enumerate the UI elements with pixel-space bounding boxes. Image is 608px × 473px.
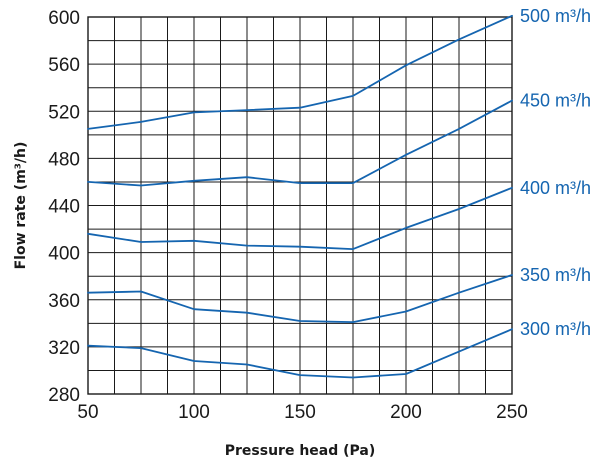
y-tick-label: 480 [48, 149, 80, 170]
x-tick-label: 50 [77, 402, 98, 423]
series-label: 500 m³/h [520, 6, 591, 26]
y-tick-label: 320 [48, 338, 80, 359]
y-tick-label: 600 [48, 8, 80, 29]
y-tick-label: 520 [48, 102, 80, 123]
y-tick-label: 560 [48, 55, 80, 76]
grid [87, 16, 513, 395]
series-line [87, 274, 513, 324]
y-tick-label: 440 [48, 197, 80, 218]
series-line [87, 14, 513, 130]
series-labels: 300 m³/h 350 m³/h 400 m³/h 450 m³/h 500 m³/h [520, 6, 591, 339]
y-tick-label: 360 [48, 291, 80, 312]
y-tick-labels: 280 320 360 400 440 480 520 560 600 [48, 8, 80, 406]
series-lines [87, 14, 513, 379]
series-line [87, 328, 513, 379]
plot-frame [87, 16, 513, 395]
series-label: 300 m³/h [520, 319, 591, 339]
series-label: 350 m³/h [520, 265, 591, 285]
series-label: 400 m³/h [520, 178, 591, 198]
y-axis-title: Flow rate (m³/h) [13, 142, 29, 270]
x-tick-labels: 50 100 150 200 250 [77, 402, 527, 423]
series-line [87, 99, 513, 187]
y-tick-label: 280 [48, 385, 80, 406]
y-tick-label: 400 [48, 244, 80, 265]
series-label: 450 m³/h [520, 91, 591, 111]
x-tick-label: 150 [284, 402, 316, 423]
x-tick-label: 100 [178, 402, 210, 423]
x-tick-label: 250 [496, 402, 528, 423]
series-line [87, 186, 513, 251]
x-tick-label: 200 [390, 402, 422, 423]
x-axis-title: Pressure head (Pa) [225, 443, 376, 459]
